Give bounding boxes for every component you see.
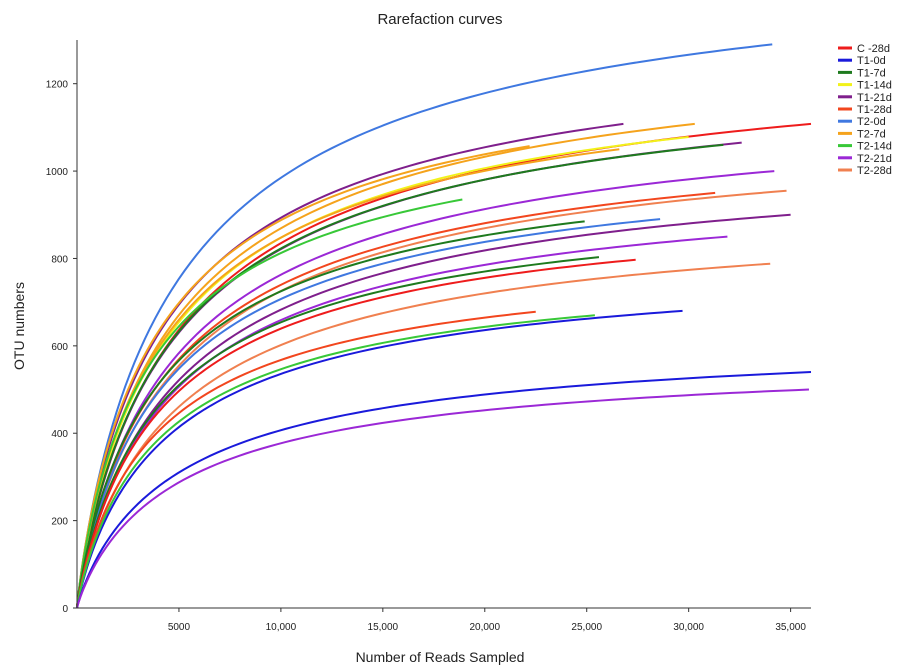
x-tick-label: 25,000 — [571, 622, 602, 633]
x-tick-label: 15,000 — [368, 622, 399, 633]
y-tick-label: 600 — [51, 342, 68, 353]
series-line-13 — [76, 198, 463, 609]
legend-label: T2-14d — [857, 141, 892, 153]
legend: C -28dT1-0dT1-7dT1-14dT1-21dT1-28dT2-0dT… — [838, 43, 892, 177]
legend-label: T2-0d — [857, 116, 886, 128]
curves-group — [76, 43, 812, 609]
y-axis-label: OTU numbers — [11, 282, 27, 370]
series-line-8 — [76, 145, 530, 609]
x-tick-label: 20,000 — [469, 622, 500, 633]
series-line-20 — [76, 262, 771, 609]
y-tick-label: 800 — [51, 254, 68, 265]
y-tick-label: 1200 — [46, 80, 69, 91]
series-line-1 — [76, 43, 773, 609]
chart-title: Rarefaction curves — [377, 11, 502, 28]
legend-label: T1-14d — [857, 80, 892, 92]
series-line-21 — [76, 309, 683, 609]
series-line-6 — [76, 141, 742, 609]
series-line-19 — [76, 258, 636, 609]
series-line-15 — [76, 218, 661, 609]
y-tick-label: 0 — [62, 604, 68, 615]
series-line-11 — [76, 189, 787, 609]
legend-label: C -28d — [857, 43, 890, 55]
x-tick-label: 35,000 — [775, 622, 806, 633]
x-tick-label: 30,000 — [673, 622, 704, 633]
legend-label: T1-21d — [857, 92, 892, 104]
x-tick-label: 5000 — [168, 622, 191, 633]
series-line-25 — [76, 388, 810, 609]
y-axis-ticks: 0 200 400 600 800 1000 1200 — [46, 80, 77, 615]
legend-label: T1-28d — [857, 104, 892, 116]
y-tick-label: 1000 — [46, 167, 69, 178]
legend-label: T2-7d — [857, 128, 886, 140]
x-axis-ticks: 5000 10,000 15,000 20,000 25,000 30,000 35,000 — [168, 608, 806, 633]
legend-label: T2-28d — [857, 165, 892, 177]
y-tick-label: 400 — [51, 429, 68, 440]
legend-label: T2-21d — [857, 153, 892, 165]
series-line-23 — [76, 314, 595, 609]
series-line-18 — [76, 256, 600, 609]
legend-label: T1-0d — [857, 55, 886, 67]
series-line-4 — [76, 122, 624, 609]
series-line-7 — [76, 143, 724, 609]
series-line-16 — [76, 220, 585, 609]
series-line-24 — [76, 371, 812, 609]
series-line-12 — [76, 191, 716, 609]
series-line-2 — [76, 122, 812, 609]
x-axis-label: Number of Reads Sampled — [356, 649, 525, 665]
legend-label: T1-7d — [857, 67, 886, 79]
x-tick-label: 10,000 — [266, 622, 297, 633]
series-line-22 — [76, 310, 536, 609]
y-tick-label: 200 — [51, 517, 68, 528]
